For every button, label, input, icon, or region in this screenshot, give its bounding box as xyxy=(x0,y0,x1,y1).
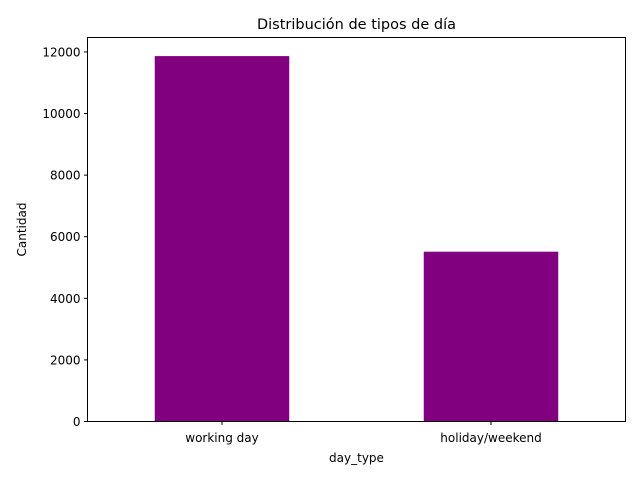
x-tick-label: working day xyxy=(185,431,258,445)
bar-holiday-weekend xyxy=(423,251,559,422)
y-tick-label: 10000 xyxy=(42,107,80,121)
chart-title: Distribución de tipos de día xyxy=(257,17,456,33)
y-tick-label: 0 xyxy=(73,415,81,429)
x-axis-label: day_type xyxy=(329,451,384,465)
y-axis-label: Cantidad xyxy=(15,203,29,257)
x-axis: working day holiday/weekend xyxy=(185,421,542,445)
y-tick-label: 2000 xyxy=(50,353,81,367)
y-tick-label: 8000 xyxy=(50,169,81,183)
bar-working-day xyxy=(154,56,290,422)
y-tick-label: 4000 xyxy=(50,292,81,306)
y-axis: 0 2000 4000 6000 8000 10000 12000 xyxy=(42,45,88,429)
bars-layer xyxy=(154,56,559,422)
plot-frame xyxy=(87,37,626,422)
y-tick-label: 6000 xyxy=(50,230,81,244)
x-tick-label: holiday/weekend xyxy=(440,431,541,445)
y-tick-label: 12000 xyxy=(42,45,80,59)
